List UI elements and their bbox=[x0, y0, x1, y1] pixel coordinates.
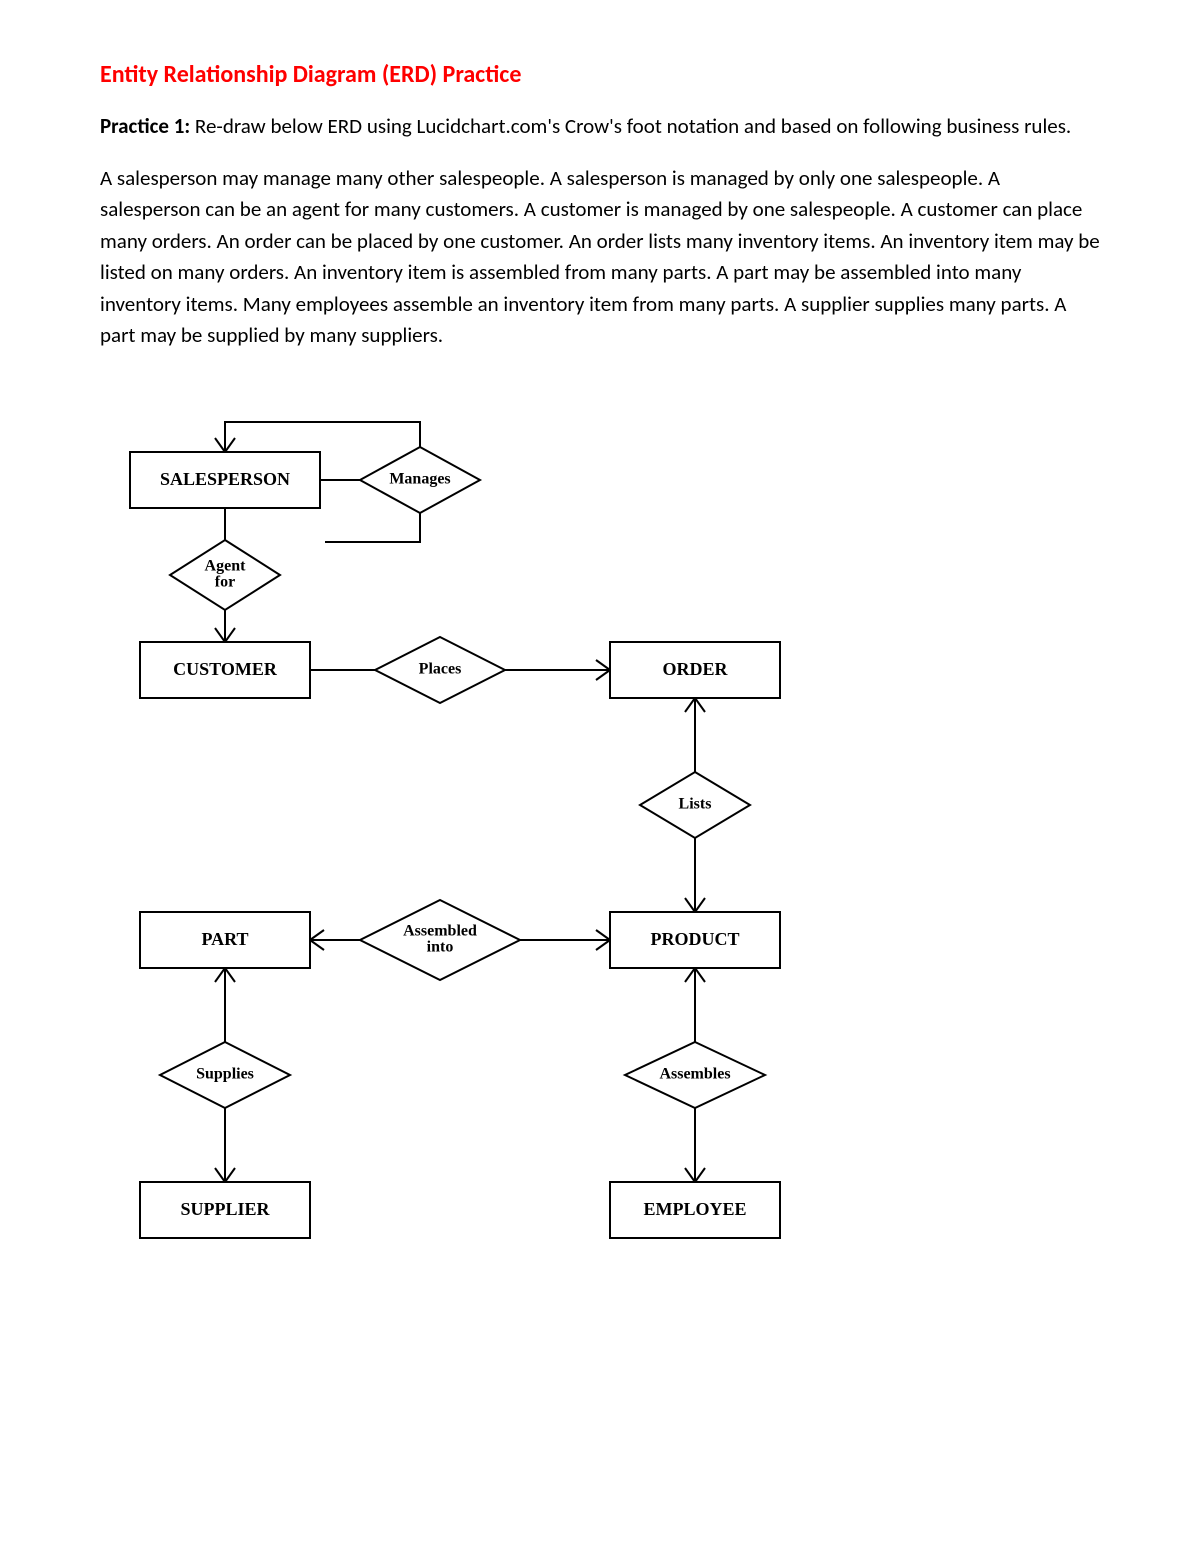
rel-label-places: Places bbox=[419, 660, 462, 677]
practice-text: Re-draw below ERD using Lucidchart.com's… bbox=[190, 113, 1071, 139]
erd-diagram: Manages Agentfor Places Lists Assembledinto S… bbox=[100, 412, 1000, 1292]
entity-label-part: PART bbox=[201, 929, 248, 949]
rel-label-manages: Manages bbox=[389, 470, 450, 487]
rel-label-lists: Lists bbox=[679, 795, 712, 812]
practice-intro: Practice 1: Re-draw below ERD using Luci… bbox=[100, 111, 1100, 143]
rel-label-assembledinto: into bbox=[427, 938, 454, 955]
page-title: Entity Relationship Diagram (ERD) Practi… bbox=[100, 60, 1100, 89]
rel-label-supplies: Supplies bbox=[196, 1065, 254, 1082]
entity-label-salesperson: SALESPERSON bbox=[160, 469, 290, 489]
entity-label-customer: CUSTOMER bbox=[173, 659, 278, 679]
rel-label-assembles: Assembles bbox=[659, 1065, 730, 1082]
entity-label-product: PRODUCT bbox=[651, 929, 740, 949]
practice-label: Practice 1: bbox=[100, 113, 190, 139]
rel-label-agentfor: for bbox=[215, 573, 235, 590]
business-rules: A salesperson may manage many other sale… bbox=[100, 163, 1100, 352]
entity-label-order: ORDER bbox=[662, 659, 728, 679]
entity-label-employee: EMPLOYEE bbox=[643, 1199, 746, 1219]
erd-svg: Manages Agentfor Places Lists Assembledinto S… bbox=[100, 412, 860, 1292]
rel-label-agentfor: Agent bbox=[205, 557, 247, 574]
rel-label-assembledinto: Assembled bbox=[403, 922, 477, 939]
entity-label-supplier: SUPPLIER bbox=[180, 1199, 270, 1219]
